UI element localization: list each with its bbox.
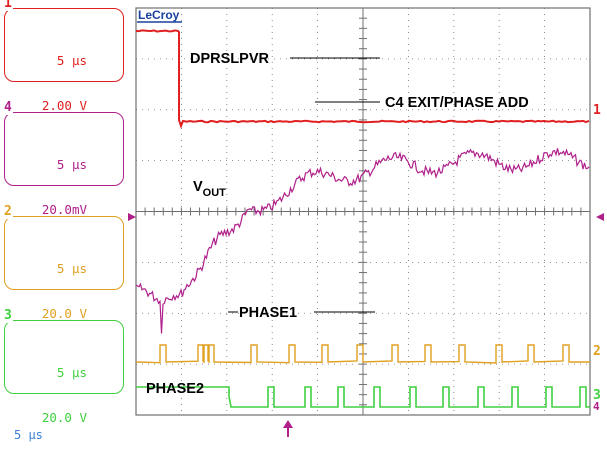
channel-1-volt-div: 2.00 V — [41, 98, 87, 113]
channel-1-number: 1 — [3, 0, 13, 11]
trigger-position-icon[interactable] — [283, 420, 293, 437]
channel-2-panel[interactable]: 2 5 μs 20.0 V — [3, 205, 124, 321]
marker-channel-1[interactable]: 1 — [593, 103, 601, 118]
trace-channel-3 — [136, 386, 590, 408]
graticule — [135, 7, 591, 416]
trigger-level-right-icon[interactable] — [596, 213, 604, 221]
marker-channel-2[interactable]: 2 — [593, 344, 601, 359]
channel-4-number: 4 — [3, 100, 13, 115]
channel-3-time-div: 5 μs — [56, 365, 87, 380]
channel-4-panel[interactable]: 4 5 μs 20.0mV — [3, 101, 124, 217]
channel-3-volt-div: 20.0 V — [41, 410, 87, 425]
trace-channel-2 — [135, 344, 590, 364]
trace-channel-1 — [135, 29, 590, 129]
channel-4-time-div: 5 μs — [56, 157, 87, 172]
vout-label-sub: OUT — [203, 187, 227, 199]
dprslpvr-label: DPRSLPVR — [190, 51, 269, 67]
phase2-label: PHASE2 — [146, 381, 204, 397]
marker-channel-4[interactable]: 4 — [593, 400, 600, 413]
channel-2-number: 2 — [3, 204, 13, 219]
vout-label: VOUT — [193, 179, 226, 199]
trigger-level-left-icon[interactable] — [128, 213, 136, 221]
channel-2-volt-div: 20.0 V — [41, 306, 87, 321]
channel-1-time-div: 5 μs — [56, 53, 87, 68]
timebase-label: 5 μs — [14, 428, 43, 442]
brand-logo: LeCroy — [138, 8, 180, 22]
channel-4-volt-div: 20.0mV — [41, 202, 87, 217]
channel-3-panel[interactable]: 3 5 μs 20.0 V — [3, 309, 124, 425]
channel-1-panel[interactable]: 1 5 μs 2.00 V — [3, 0, 124, 113]
c4-exit-label: C4 EXIT/PHASE ADD — [385, 95, 529, 111]
channel-2-time-div: 5 μs — [56, 261, 87, 276]
channel-3-number: 3 — [3, 308, 13, 323]
vout-label-v: V — [193, 179, 203, 195]
trace-channel-4 — [135, 148, 590, 334]
marker-channel-3[interactable]: 3 — [593, 388, 601, 403]
phase1-label: PHASE1 — [239, 305, 297, 321]
